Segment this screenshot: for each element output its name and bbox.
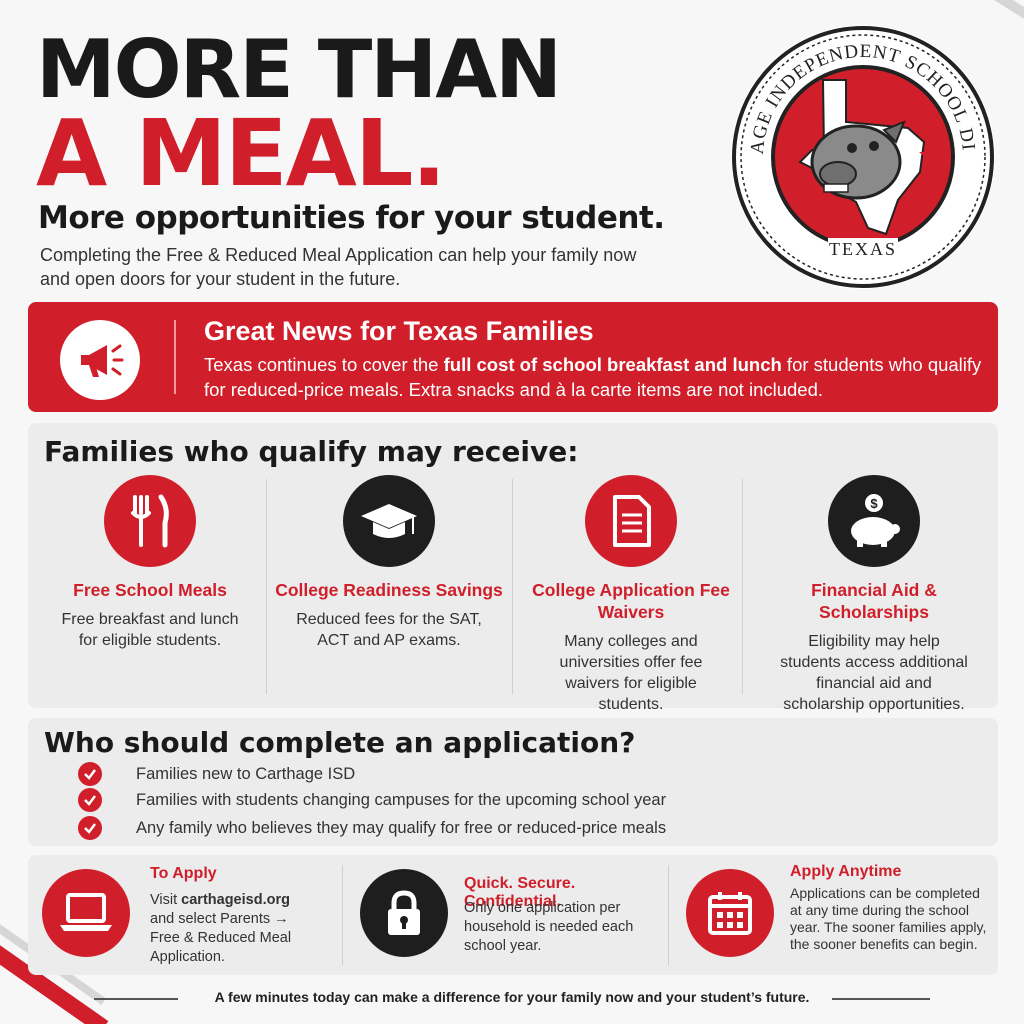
benefit-free-meals: Free School Meals Free breakfast and lun…	[34, 475, 266, 700]
step-secure: Quick. Secure. Confidential. Only one ap…	[346, 855, 676, 975]
how-to-apply-panel: To Apply Visit carthageisd.org and select…	[28, 855, 998, 975]
fork-knife-icon	[104, 475, 196, 567]
divider	[342, 865, 343, 965]
step-desc: Applications can be completed at any tim…	[790, 885, 987, 952]
benefit-financial-aid: $ Financial Aid & Scholarships Eligibili…	[758, 475, 990, 713]
list-item: Families new to Carthage ISD	[78, 762, 355, 786]
intro-text: Completing the Free & Reduced Meal Appli…	[40, 245, 637, 289]
benefit-title: College Readiness Savings	[275, 580, 503, 600]
who-should-apply-panel: Who should complete an application? Fami…	[28, 718, 998, 846]
benefit-desc: Free breakfast and lunch for eligible st…	[61, 611, 239, 649]
benefit-title: Financial Aid & Scholarships	[811, 580, 937, 622]
banner-divider	[174, 320, 176, 394]
benefits-panel: Families who qualify may receive: Free S…	[28, 423, 998, 713]
check-icon	[78, 762, 102, 786]
headline-subtitle: More opportunities for your student.	[38, 200, 665, 236]
step-title: Quick. Secure. Confidential.	[464, 875, 576, 910]
banner-body: Texas continues to cover the full cost o…	[204, 354, 982, 400]
piggy-bank-icon: $	[828, 475, 920, 567]
divider	[742, 479, 743, 694]
website-link[interactable]: carthageisd.org	[181, 892, 290, 908]
footer-rule-right	[832, 998, 930, 1000]
step-to-apply: To Apply Visit carthageisd.org and select…	[28, 855, 338, 975]
calendar-icon	[686, 869, 774, 957]
benefit-title: College Application Fee Waivers	[532, 580, 730, 622]
step-title: Apply Anytime	[790, 863, 902, 880]
divider	[512, 479, 513, 694]
district-seal-logo: CARTHAGE INDEPENDENT SCHOOL DISTRICT TEX…	[728, 22, 995, 289]
list-item: Families with students changing campuses…	[78, 788, 666, 812]
divider	[668, 865, 669, 965]
check-icon	[78, 816, 102, 840]
who-heading: Who should complete an application?	[44, 726, 636, 759]
benefit-fee-waivers: College Application Fee Waivers Many col…	[515, 475, 747, 713]
benefit-college-readiness: College Readiness Savings Reduced fees f…	[273, 475, 505, 700]
svg-text:$: $	[870, 496, 878, 511]
graduation-cap-icon	[343, 475, 435, 567]
banner-title: Great News for Texas Families	[204, 316, 594, 346]
benefit-desc: Many colleges and universities offer fee…	[559, 633, 703, 713]
step-apply-anytime: Apply Anytime Applications can be comple…	[672, 855, 998, 975]
svg-text:TEXAS: TEXAS	[829, 239, 897, 259]
lock-icon	[360, 869, 448, 957]
footer-rule-left	[94, 998, 178, 1000]
headline-line-2: A MEAL.	[36, 100, 446, 207]
benefit-desc: Eligibility may help students access add…	[780, 633, 968, 713]
benefits-heading: Families who qualify may receive:	[44, 435, 579, 468]
headline-line-1: MORE THAN	[36, 23, 562, 116]
footer-text: A few minutes today can make a differenc…	[214, 989, 810, 1005]
benefit-title: Free School Meals	[73, 580, 227, 600]
step-desc: Only one application per household is ne…	[464, 900, 634, 954]
step-desc: Visit carthageisd.org and select Parents …	[150, 892, 292, 965]
document-icon	[585, 475, 677, 567]
laptop-icon	[42, 869, 130, 957]
divider	[266, 479, 267, 694]
check-icon	[78, 788, 102, 812]
list-item: Any family who believes they may qualify…	[78, 816, 666, 840]
benefit-desc: Reduced fees for the SAT, ACT and AP exa…	[296, 611, 482, 649]
megaphone-icon	[60, 320, 140, 400]
corner-stripe-red	[797, 0, 1024, 9]
footer: A few minutes today can make a differenc…	[0, 988, 1024, 1008]
step-title: To Apply	[150, 865, 217, 882]
great-news-banner: Great News for Texas Families Texas cont…	[28, 302, 998, 412]
